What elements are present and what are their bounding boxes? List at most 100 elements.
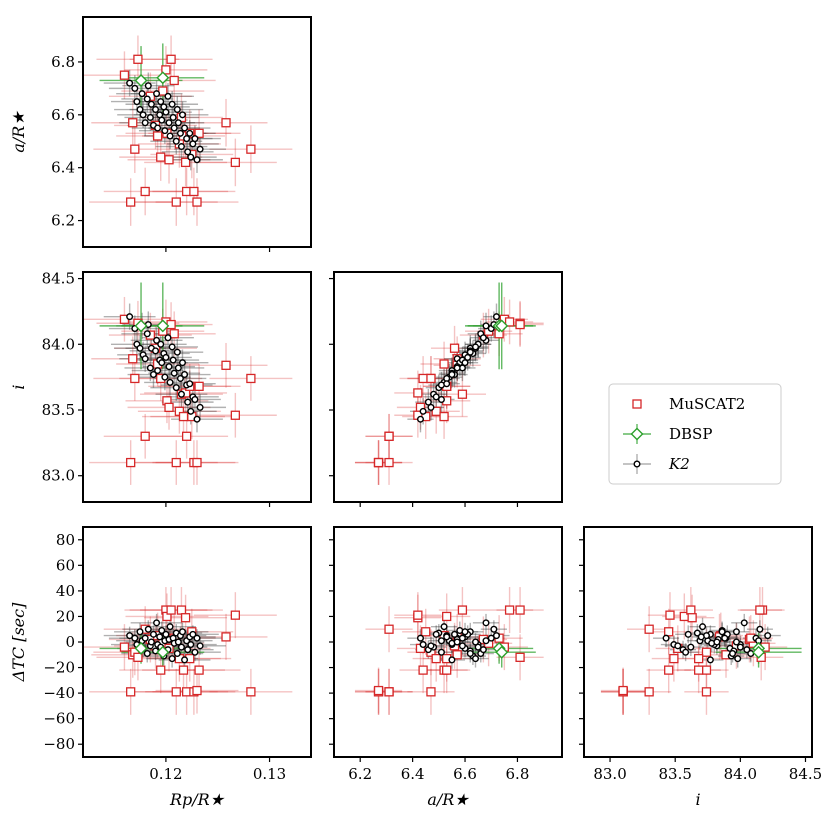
point-muscat2 bbox=[246, 373, 256, 384]
point-muscat2 bbox=[686, 605, 696, 615]
point-k2 bbox=[157, 98, 165, 106]
point-k2 bbox=[176, 129, 184, 137]
point-k2 bbox=[166, 623, 174, 631]
point-k2 bbox=[178, 359, 186, 367]
point-muscat2 bbox=[644, 687, 654, 697]
point-k2 bbox=[187, 641, 195, 649]
point-k2 bbox=[153, 619, 161, 627]
point-k2 bbox=[437, 637, 445, 645]
point-muscat2 bbox=[515, 319, 525, 330]
point-muscat2 bbox=[194, 381, 204, 391]
point-dbsp bbox=[495, 319, 509, 333]
legend: MuSCAT2 DBSP K2 bbox=[608, 383, 782, 485]
legend-entry-muscat2: MuSCAT2 bbox=[632, 395, 745, 413]
point-k2 bbox=[732, 628, 740, 636]
point-muscat2 bbox=[180, 157, 191, 168]
point-muscat2 bbox=[152, 131, 163, 141]
point-muscat2 bbox=[156, 665, 166, 675]
markers-k2 bbox=[126, 79, 204, 164]
point-muscat2 bbox=[181, 431, 192, 441]
markers-muscat2 bbox=[373, 314, 525, 468]
point-muscat2 bbox=[130, 373, 140, 384]
point-k2 bbox=[141, 119, 149, 127]
point-k2 bbox=[177, 390, 185, 398]
point-muscat2 bbox=[644, 624, 654, 634]
point-k2 bbox=[448, 656, 456, 664]
point-k2 bbox=[734, 655, 742, 663]
point-k2 bbox=[764, 632, 772, 640]
point-dbsp bbox=[752, 645, 766, 659]
point-muscat2 bbox=[192, 685, 202, 696]
x-tick-label: 84.0 bbox=[724, 765, 757, 783]
point-muscat2 bbox=[189, 186, 199, 197]
point-muscat2 bbox=[449, 343, 460, 353]
point-k2 bbox=[184, 646, 192, 654]
plot-area bbox=[354, 587, 544, 715]
point-muscat2 bbox=[166, 319, 176, 330]
point-k2 bbox=[482, 322, 490, 330]
point-muscat2 bbox=[171, 687, 181, 697]
legend-label: K2 bbox=[668, 455, 690, 473]
point-k2 bbox=[172, 137, 180, 145]
point-muscat2 bbox=[452, 650, 462, 660]
markers-k2 bbox=[126, 313, 204, 423]
point-k2 bbox=[166, 132, 174, 140]
errorbars-muscat2 bbox=[354, 587, 544, 715]
point-k2 bbox=[479, 334, 487, 342]
plot-area bbox=[83, 35, 293, 226]
point-k2 bbox=[168, 655, 176, 663]
y-tick-label: 60 bbox=[56, 556, 75, 574]
point-muscat2 bbox=[442, 611, 452, 622]
point-k2 bbox=[453, 364, 461, 372]
x-tick-label: 0.12 bbox=[149, 765, 182, 783]
point-k2 bbox=[178, 628, 186, 636]
point-muscat2 bbox=[171, 457, 181, 468]
point-k2 bbox=[173, 348, 181, 356]
point-k2 bbox=[161, 127, 169, 135]
markers-dbsp bbox=[134, 641, 170, 659]
point-muscat2 bbox=[119, 70, 130, 80]
point-k2 bbox=[173, 650, 181, 658]
point-k2 bbox=[158, 359, 166, 367]
point-dbsp bbox=[134, 641, 148, 655]
point-muscat2 bbox=[431, 406, 441, 416]
point-dbsp bbox=[156, 319, 170, 333]
point-muscat2 bbox=[164, 155, 174, 165]
x-tick-label: 84.5 bbox=[789, 765, 822, 783]
point-k2 bbox=[126, 313, 134, 321]
point-k2 bbox=[193, 415, 201, 423]
point-k2 bbox=[164, 92, 172, 100]
markers-dbsp bbox=[492, 319, 509, 333]
x-tick-label: 83.0 bbox=[593, 765, 626, 783]
point-muscat2 bbox=[665, 610, 675, 620]
point-k2 bbox=[479, 646, 487, 654]
point-muscat2 bbox=[431, 653, 441, 664]
point-k2 bbox=[158, 627, 166, 635]
point-k2 bbox=[732, 638, 740, 646]
point-muscat2 bbox=[164, 402, 174, 413]
point-k2 bbox=[147, 638, 155, 646]
panel-dt-vs-i: 83.0 83.5 84.0 84.5 i bbox=[579, 526, 822, 809]
point-k2 bbox=[156, 633, 164, 641]
point-muscat2 bbox=[156, 152, 166, 162]
point-k2 bbox=[482, 637, 490, 645]
point-k2 bbox=[170, 369, 178, 377]
point-muscat2 bbox=[694, 653, 704, 664]
y-tick-label: 6.2 bbox=[51, 212, 75, 230]
point-k2 bbox=[178, 111, 186, 119]
point-k2 bbox=[183, 135, 191, 143]
point-dbsp bbox=[134, 73, 148, 87]
point-muscat2 bbox=[618, 685, 628, 696]
point-k2 bbox=[131, 634, 139, 642]
point-k2 bbox=[490, 625, 498, 633]
plot-area bbox=[83, 587, 293, 715]
markers-dbsp bbox=[134, 71, 170, 87]
point-k2 bbox=[196, 403, 204, 411]
point-muscat2 bbox=[457, 605, 468, 615]
point-muscat2 bbox=[166, 54, 176, 64]
point-k2 bbox=[153, 336, 161, 344]
point-muscat2 bbox=[442, 665, 452, 675]
point-k2 bbox=[181, 371, 189, 379]
point-muscat2 bbox=[119, 642, 130, 652]
point-k2 bbox=[458, 634, 466, 642]
